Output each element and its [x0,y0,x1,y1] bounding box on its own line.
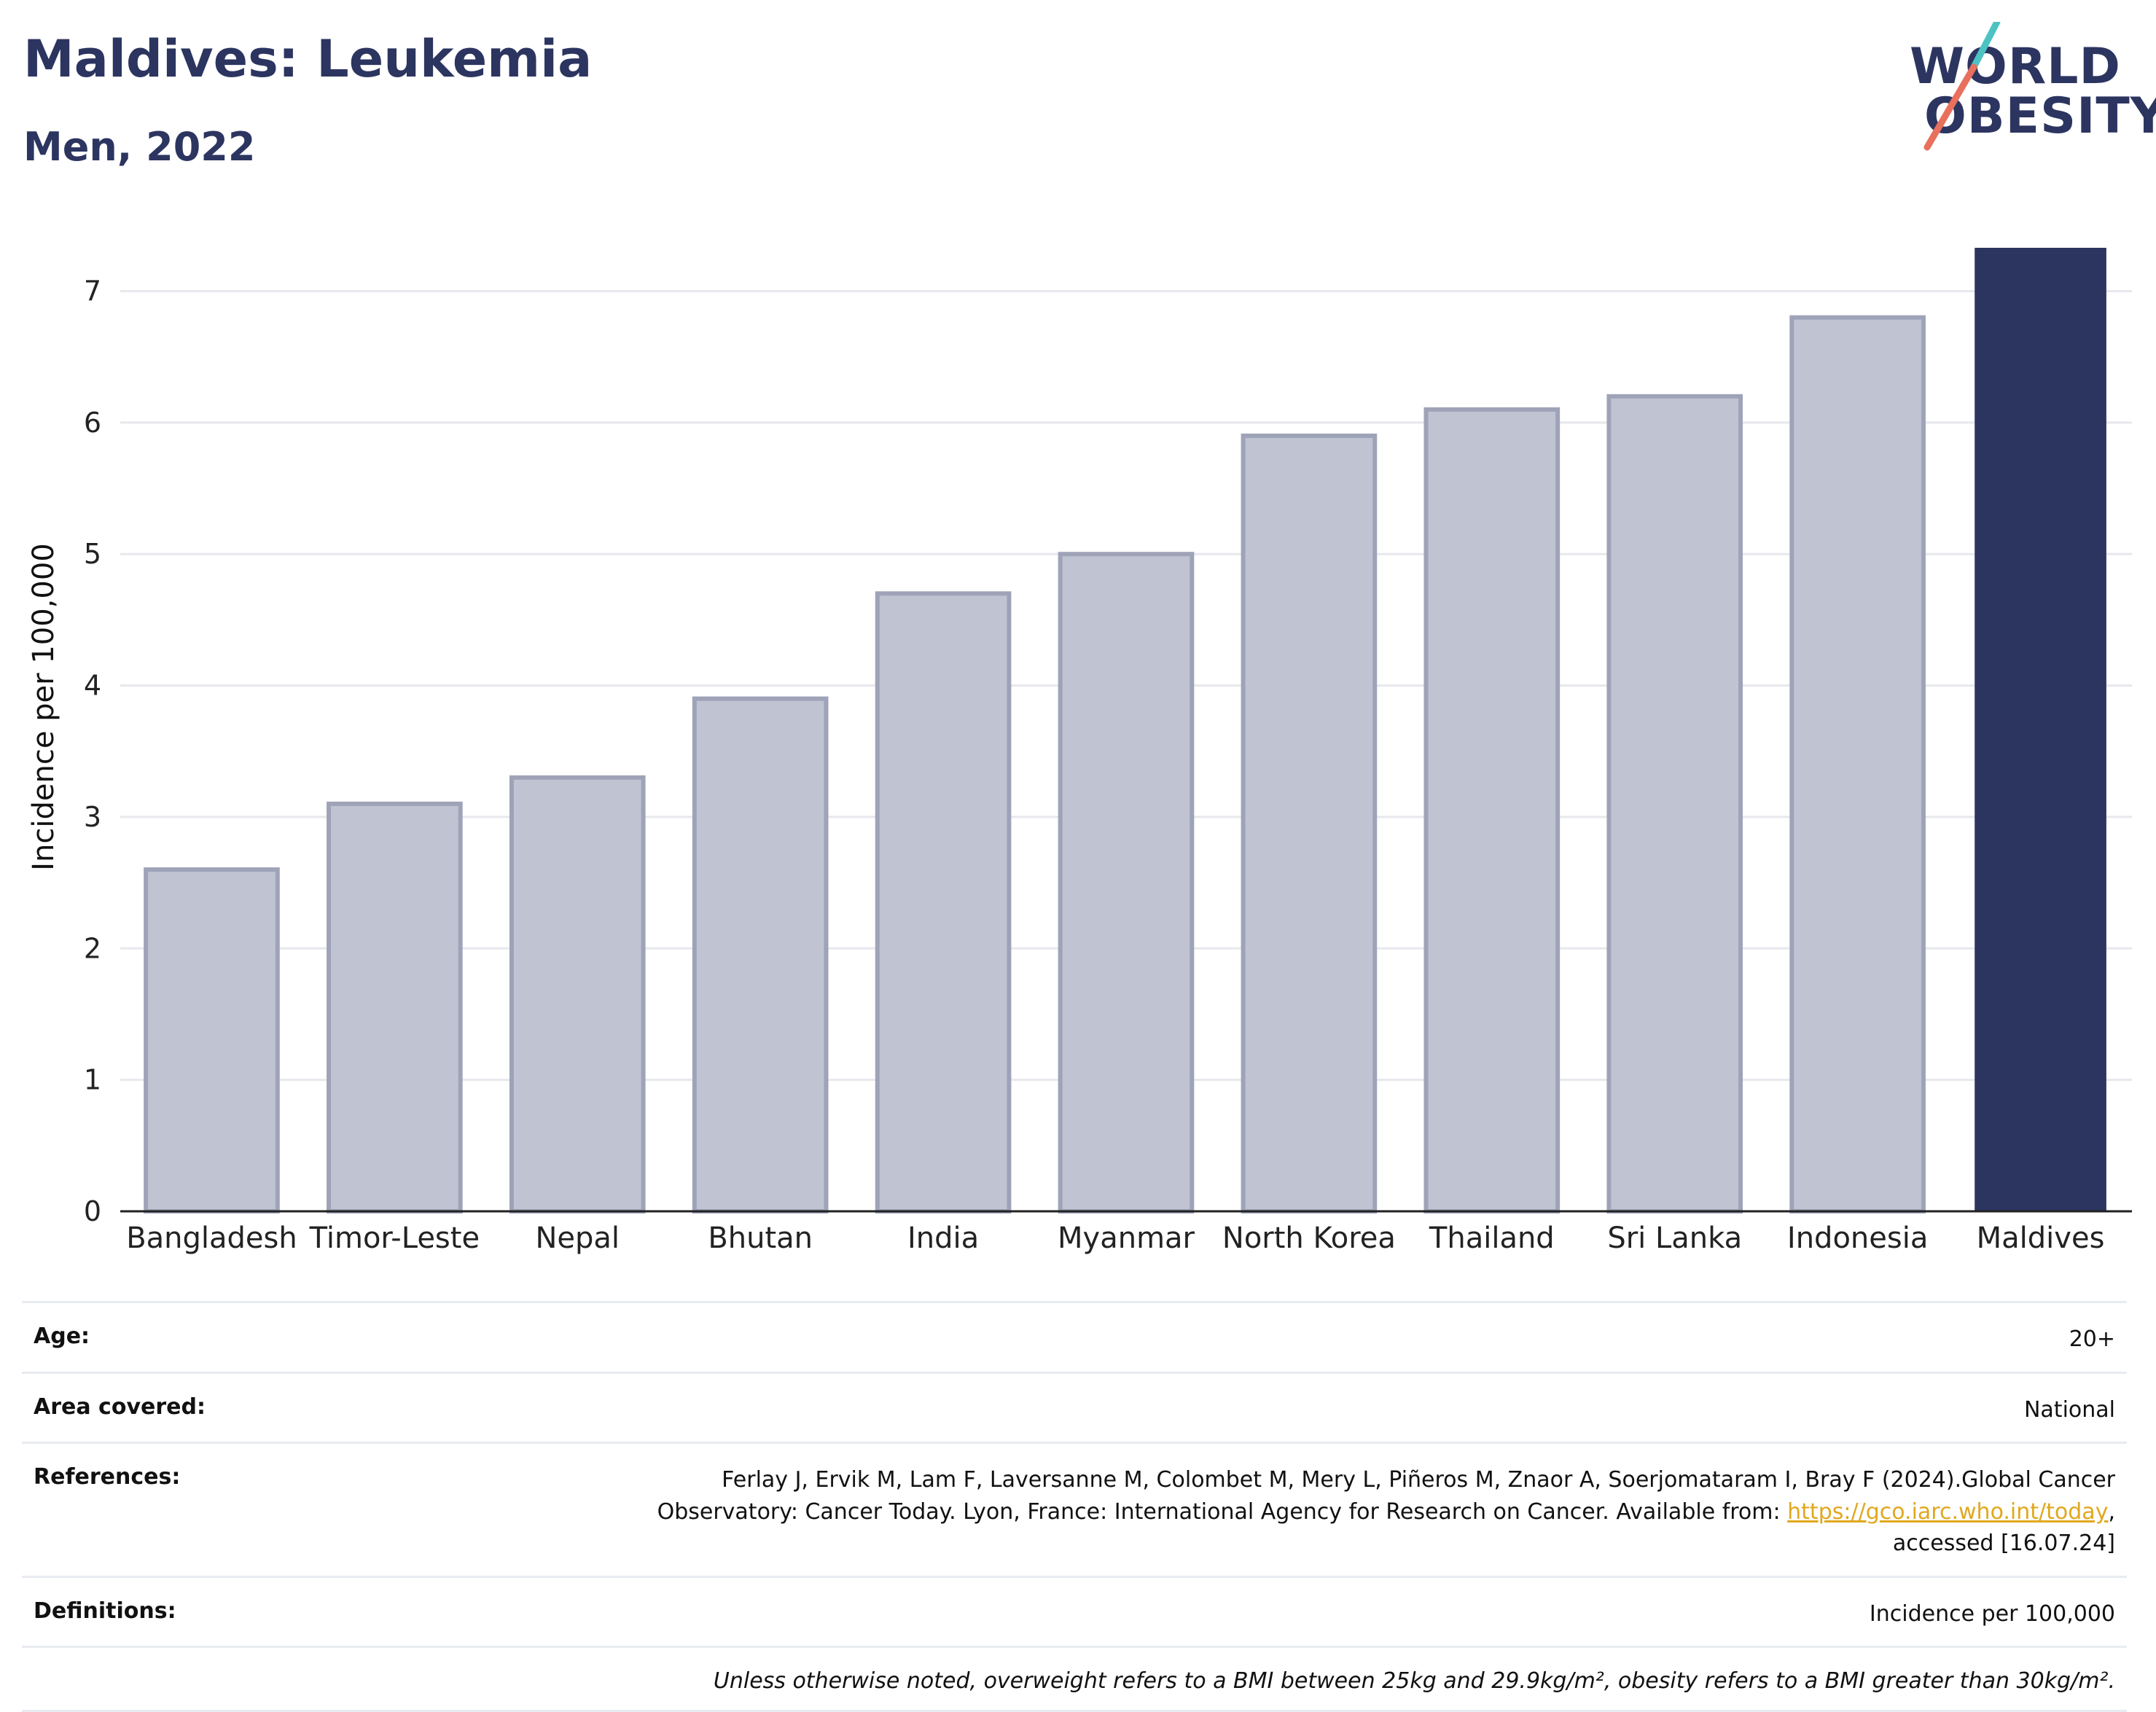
references-line-2: Observatory: Cancer Today. Lyon, France:… [657,1498,1781,1525]
definitions-label: Definitions: [34,1598,176,1624]
bar-india [875,591,1012,1213]
x-tick-label: India [907,1222,979,1255]
x-tick-label: Myanmar [1058,1222,1195,1255]
meta-row-references: References: Ferlay J, Ervik M, Lam F, La… [22,1442,2127,1576]
x-tick-label: Thailand [1429,1222,1555,1255]
references-link[interactable]: https://gco.iarc.who.int/today [1787,1498,2109,1525]
bar-maldives [1975,248,2106,1211]
logo-line-obesity: OBESITY [1924,87,2156,145]
age-value: 20+ [2069,1326,2115,1352]
references-label: References: [34,1464,181,1490]
definitions-value: Incidence per 100,000 [1869,1600,2115,1627]
x-tick-label: Indonesia [1787,1222,1928,1255]
bar-bhutan [692,696,829,1213]
references-value: Ferlay J, Ervik M, Lam F, Laversanne M, … [657,1467,2115,1556]
area-label: Area covered: [34,1394,206,1420]
bar-nepal [509,775,646,1213]
y-tick-label: 6 [84,407,101,439]
world-obesity-logo: WORLD OBESITY [1895,22,2156,153]
area-value: National [2023,1396,2115,1423]
logo-slash-icon [1923,22,2001,151]
metadata-table: Age: 20+ Area covered: National Referenc… [22,1301,2127,1712]
meta-row-definitions: Definitions: Incidence per 100,000 [22,1575,2127,1646]
x-tick-label: Maldives [1977,1222,2105,1255]
meta-row-area: Area covered: National [22,1371,2127,1442]
logo-line-world: WORLD [1910,38,2121,95]
bar-north-korea [1241,433,1378,1213]
x-tick-label: North Korea [1222,1222,1396,1255]
bar-bangladesh [144,867,280,1213]
x-tick-label: Nepal [535,1222,620,1255]
y-tick-label: 3 [84,801,101,833]
bar-chart: 0 1 2 3 4 5 6 7 Bangladesh Timor-Leste Nepal Bhutan… [84,248,2132,1255]
y-tick-label: 1 [84,1064,101,1096]
bar-sri-lanka [1606,394,1743,1214]
x-tick-label: Sri Lanka [1607,1222,1742,1255]
y-tick-label: 4 [84,670,101,702]
bmi-footnote: Unless otherwise noted, overweight refer… [713,1668,2115,1694]
meta-row-age: Age: 20+ [22,1301,2127,1372]
chart-subtitle: Men, 2022 [23,124,256,170]
y-tick-label: 0 [84,1195,101,1227]
meta-row-note: Unless otherwise noted, overweight refer… [22,1646,2127,1712]
references-line-3: accessed [16.07.24] [1892,1531,2115,1556]
y-tick-label: 2 [84,932,101,964]
bar-myanmar [1058,552,1195,1214]
x-tick-label: Bangladesh [126,1222,297,1255]
y-tick-label: 7 [84,275,101,308]
bar-thailand [1423,407,1561,1213]
y-tick-label: 5 [84,538,101,570]
x-tick-label: Timor-Leste [309,1222,480,1255]
bar-indonesia [1789,315,1926,1213]
references-line-1: Ferlay J, Ervik M, Lam F, Laversanne M, … [722,1467,2115,1493]
x-tick-label: Bhutan [708,1222,813,1255]
bar-timor-leste [327,801,463,1213]
age-label: Age: [34,1324,90,1349]
chart-title: Maldives: Leukemia [23,29,593,89]
